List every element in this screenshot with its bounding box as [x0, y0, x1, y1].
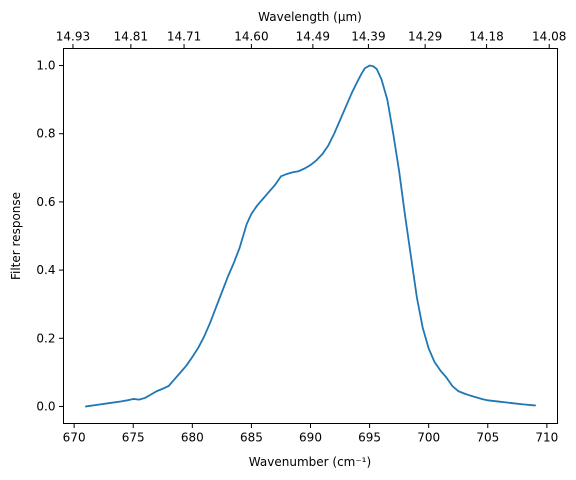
top-tick-label: 14.08 [532, 30, 566, 44]
plot-frame [63, 48, 558, 424]
x-axis: 670 675 680 685 690 695 700 705 710 [63, 423, 558, 445]
filter-response-line [85, 64, 536, 408]
x-tick-label: 670 [63, 431, 86, 445]
top-tick-label: 14.81 [114, 30, 148, 44]
x-tick-label: 685 [240, 431, 263, 445]
top-tick-label: 14.29 [408, 30, 442, 44]
x-tick-label: 700 [417, 431, 440, 445]
top-tick-label: 14.39 [351, 30, 385, 44]
y-tick-label: 0.0 [36, 399, 55, 413]
x-tick-label: 705 [476, 431, 499, 445]
top-tick-label: 14.49 [296, 30, 330, 44]
x-tick-label: 690 [299, 431, 322, 445]
top-tick-label: 14.60 [234, 30, 268, 44]
top-axis-title: Wavelength (μm) [258, 10, 362, 24]
y-axis: 0.0 0.2 0.4 0.6 0.8 1.0 [36, 59, 64, 413]
top-axis: 14.93 14.81 14.71 14.60 14.49 14.39 14.29 14.18… [56, 30, 566, 49]
top-tick-label: 14.71 [167, 30, 201, 44]
x-tick-label: 675 [122, 431, 145, 445]
x-tick-label: 710 [535, 431, 558, 445]
top-tick-label: 14.93 [56, 30, 90, 44]
x-tick-label: 695 [358, 431, 381, 445]
y-tick-label: 0.6 [36, 195, 55, 209]
y-tick-label: 1.0 [36, 59, 55, 73]
top-tick-label: 14.18 [469, 30, 503, 44]
y-tick-label: 0.2 [36, 331, 55, 345]
x-tick-label: 680 [181, 431, 204, 445]
x-axis-title: Wavenumber (cm⁻¹) [249, 455, 371, 469]
y-tick-label: 0.4 [36, 263, 55, 277]
y-axis-title: Filter response [9, 192, 23, 280]
y-tick-label: 0.8 [36, 127, 55, 141]
